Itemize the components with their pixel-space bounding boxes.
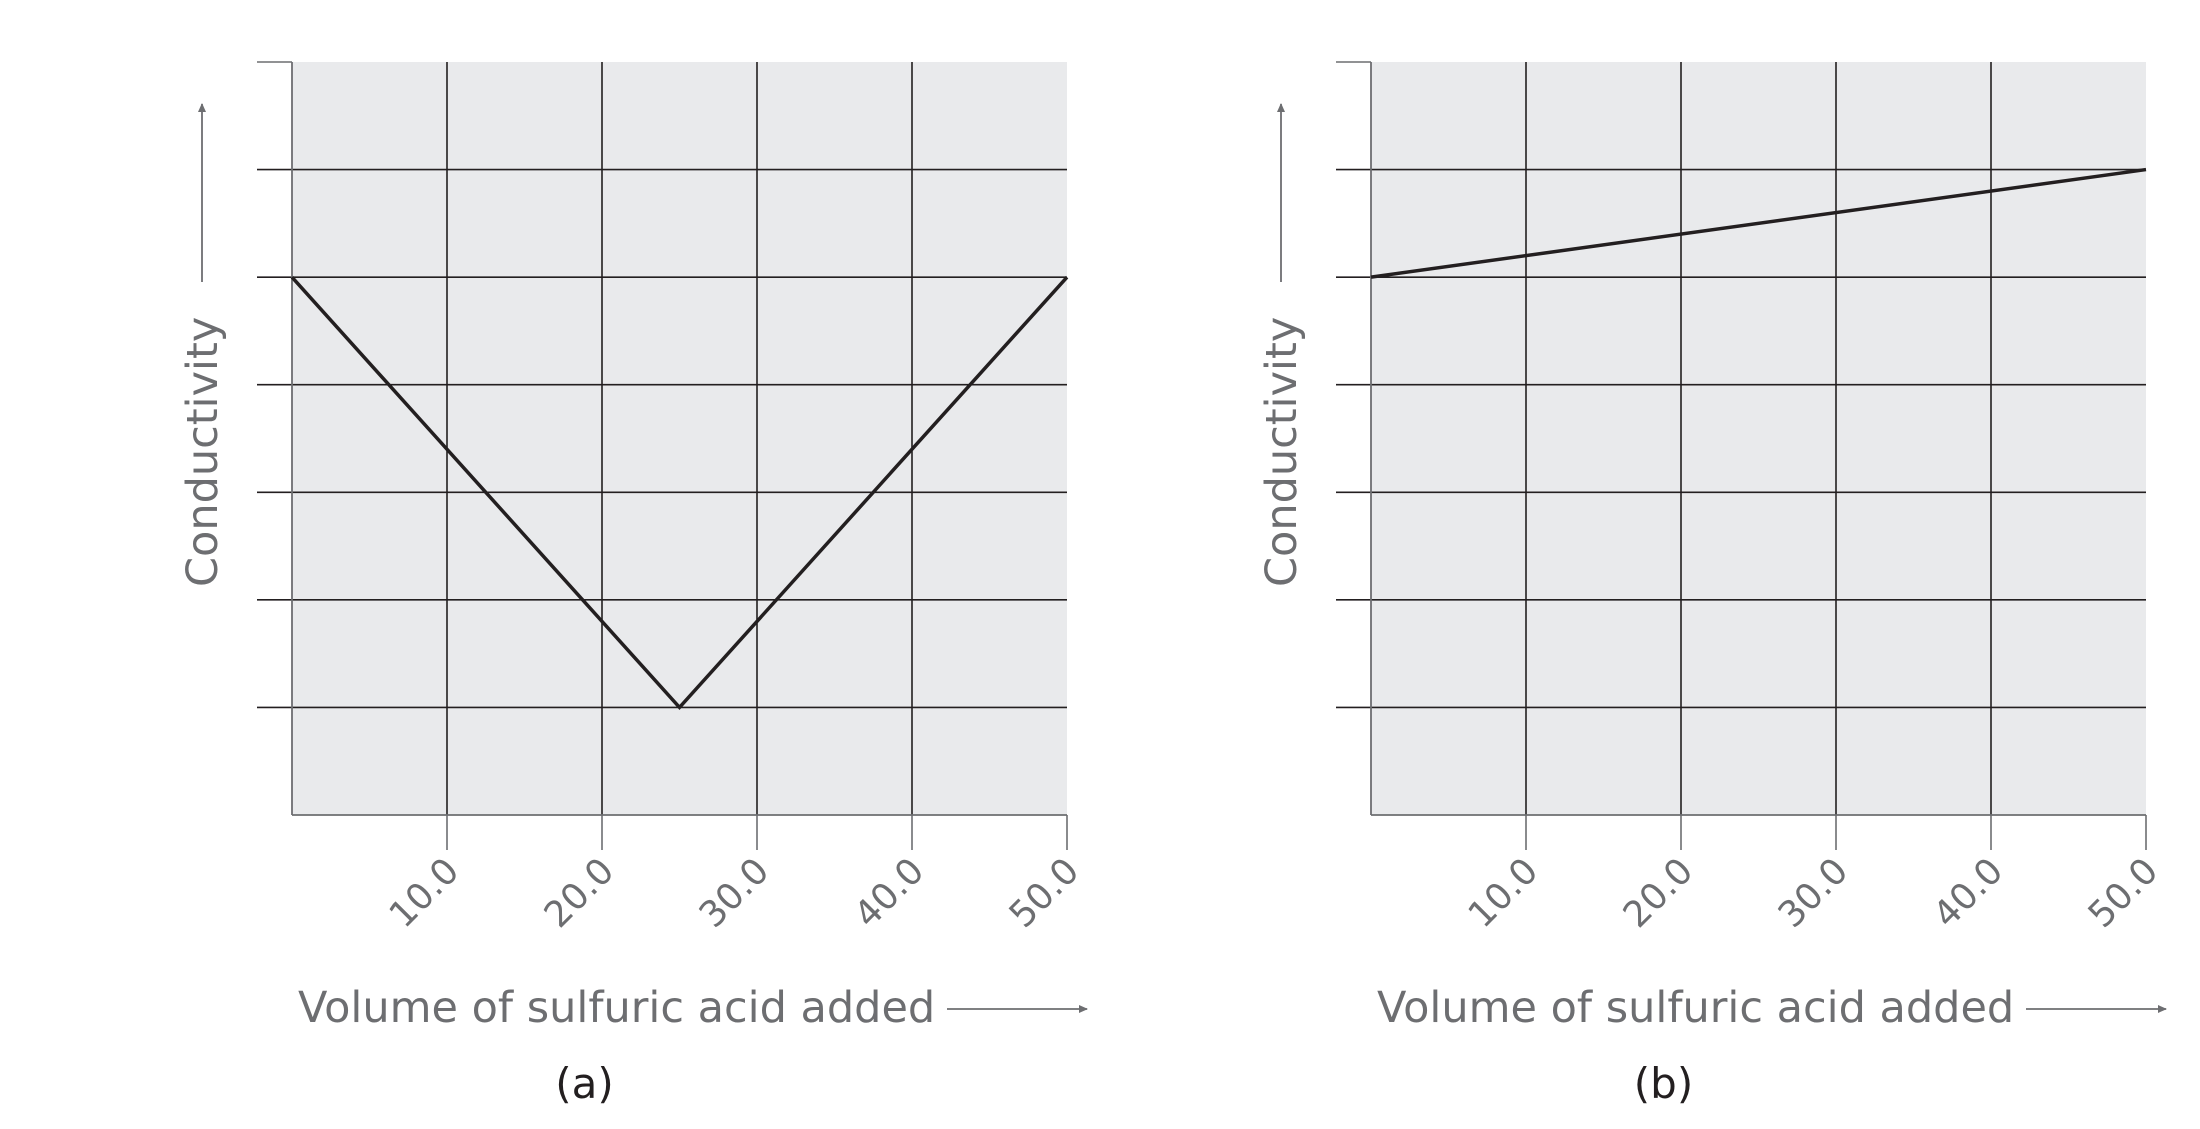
chart-panel-a: 10.0 20.0 30.0 40.0 50.0 Volume of sulfuric a… (178, 61, 1088, 1108)
x-axis-label: Volume of sulfuric acid added (298, 983, 935, 1033)
x-tick-label: 40.0 (847, 850, 933, 936)
series-line (290, 275, 1069, 711)
x-tick-label: 50.0 (2081, 850, 2167, 936)
x-tick-label: 30.0 (1771, 850, 1857, 936)
chart-panel-b: 10.0 20.0 30.0 40.0 50.0 Volume of sulfuric a… (1257, 61, 2167, 1108)
y-axis-label: Conductivity (178, 317, 228, 587)
series-line (1370, 167, 2147, 279)
panel-label: (a) (555, 1059, 614, 1108)
panel-label: (b) (1634, 1059, 1693, 1108)
plot-area (292, 62, 1067, 815)
x-tick-label: 30.0 (692, 850, 778, 936)
x-tick-label: 20.0 (1616, 850, 1702, 936)
x-tick-label: 10.0 (382, 850, 468, 936)
x-tick-label: 10.0 (1461, 850, 1547, 936)
x-tick-label: 40.0 (1926, 850, 2012, 936)
x-axis-label: Volume of sulfuric acid added (1377, 983, 2014, 1033)
x-tick-label: 20.0 (537, 850, 623, 936)
y-axis-label: Conductivity (1257, 317, 1307, 587)
plot-area (1371, 62, 2146, 815)
x-tick-label: 50.0 (1002, 850, 1088, 936)
